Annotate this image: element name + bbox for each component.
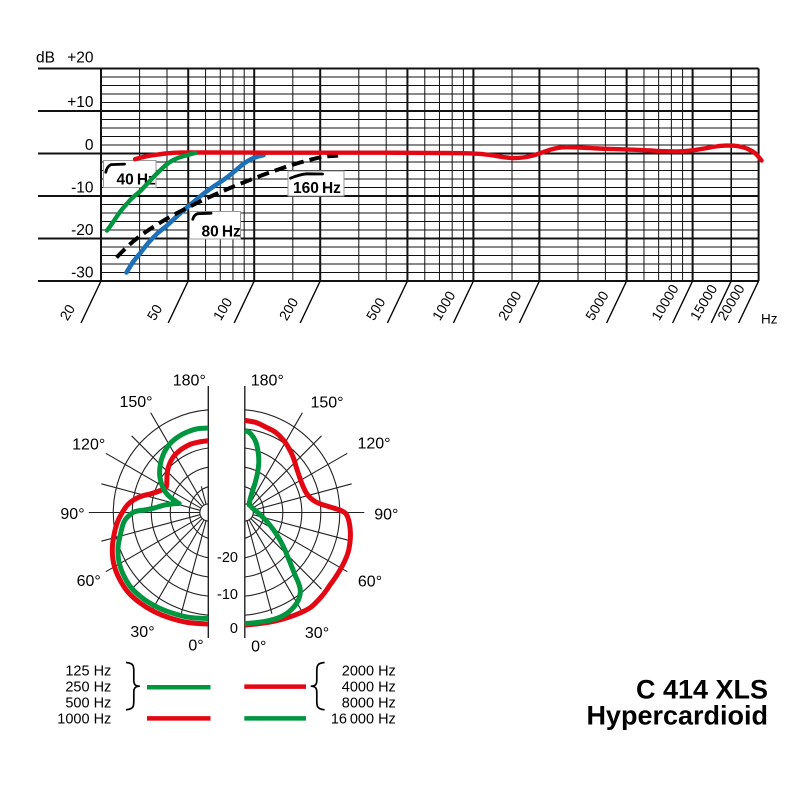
svg-text:-10: -10 xyxy=(71,179,94,196)
svg-text:160 Hz: 160 Hz xyxy=(293,180,341,197)
svg-text:125 Hz: 125 Hz xyxy=(65,664,111,680)
svg-text:-10: -10 xyxy=(217,587,238,603)
svg-text:-20: -20 xyxy=(217,550,238,566)
svg-text:120°: 120° xyxy=(72,436,105,453)
svg-text:180°: 180° xyxy=(251,372,284,389)
svg-text:120°: 120° xyxy=(357,435,390,452)
svg-text:C 414 XLS: C 414 XLS xyxy=(636,675,768,705)
svg-text:500 Hz: 500 Hz xyxy=(65,696,111,712)
svg-text:150°: 150° xyxy=(310,394,343,411)
svg-text:8000 Hz: 8000 Hz xyxy=(342,696,396,712)
svg-text:0°: 0° xyxy=(251,638,266,655)
svg-text:30°: 30° xyxy=(130,624,154,641)
svg-text:60°: 60° xyxy=(358,574,382,591)
svg-text:30°: 30° xyxy=(305,625,329,642)
svg-text:-20: -20 xyxy=(71,222,94,239)
svg-text:4000 Hz: 4000 Hz xyxy=(342,680,396,696)
svg-text:0: 0 xyxy=(230,621,238,637)
svg-text:Hypercardioid: Hypercardioid xyxy=(586,701,768,731)
svg-text:50: 50 xyxy=(144,301,166,323)
svg-text:20: 20 xyxy=(56,301,78,323)
svg-text:Hz: Hz xyxy=(761,312,778,327)
svg-text:80 Hz: 80 Hz xyxy=(202,224,242,241)
svg-text:90°: 90° xyxy=(374,506,398,523)
svg-text:-30: -30 xyxy=(71,264,94,281)
svg-text:16 000 Hz: 16 000 Hz xyxy=(331,712,396,728)
svg-text:60°: 60° xyxy=(77,573,101,590)
svg-text:180°: 180° xyxy=(173,372,206,389)
svg-text:0°: 0° xyxy=(188,638,203,655)
svg-text:dB: dB xyxy=(36,50,55,67)
svg-text:+20: +20 xyxy=(67,50,94,67)
svg-text:90°: 90° xyxy=(60,506,84,523)
svg-text:150°: 150° xyxy=(119,394,152,411)
svg-text:0: 0 xyxy=(85,137,94,154)
svg-text:1000 Hz: 1000 Hz xyxy=(57,712,111,728)
svg-text:250 Hz: 250 Hz xyxy=(65,680,111,696)
svg-text:+10: +10 xyxy=(67,94,94,111)
svg-text:2000 Hz: 2000 Hz xyxy=(342,664,396,680)
